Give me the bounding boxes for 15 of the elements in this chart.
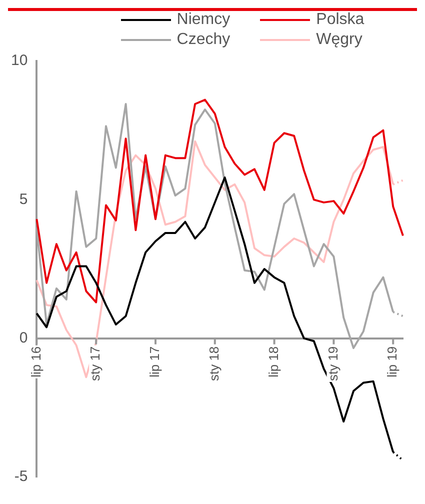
- y-tick-label: 10: [10, 52, 28, 70]
- y-tick-label: 5: [19, 190, 28, 208]
- x-tick-label: lip 19: [384, 346, 400, 378]
- x-tick-label: lip 17: [147, 346, 162, 378]
- x-tick-label: lip 16: [28, 346, 44, 378]
- x-tick-label: sty 17: [88, 346, 103, 382]
- legend-label: Niemcy: [176, 11, 230, 29]
- x-tick-label: lip 18: [266, 346, 281, 378]
- legend-label: Węgry: [316, 31, 362, 49]
- y-tick-label: 0: [19, 329, 28, 346]
- y-tick-label: -5: [14, 468, 28, 486]
- legend-label: Polska: [316, 11, 364, 29]
- x-tick-label: sty 19: [325, 346, 340, 382]
- x-tick-label: sty 18: [206, 346, 222, 382]
- legend-label: Czechy: [176, 31, 230, 49]
